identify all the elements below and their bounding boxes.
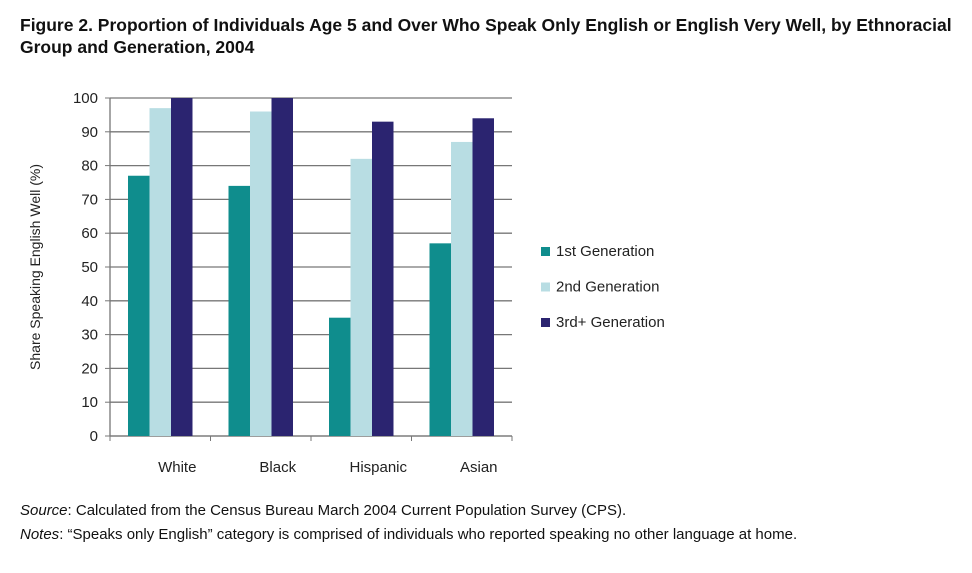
source-text: : Calculated from the Census Bureau Marc… (67, 502, 627, 519)
y-tick-label: 40 (81, 293, 98, 310)
bar-1st-generation-black (228, 185, 250, 436)
legend-swatch (541, 247, 550, 256)
y-tick-label: 90 (81, 124, 98, 141)
notes-label: Notes (20, 526, 60, 543)
notes-text: : “Speaks only English” category is comp… (59, 526, 798, 543)
y-tick-label: 10 (81, 394, 98, 411)
bar-3rd-generation-black (271, 98, 293, 436)
x-tick-label: Black (259, 459, 296, 476)
source-label: Source (20, 502, 68, 519)
bar-1st-generation-hispanic (329, 317, 351, 436)
bar-2nd-generation-white (149, 108, 171, 436)
y-axis-label: Share Speaking English Well (%) (27, 164, 43, 370)
bar-3rd-generation-white (171, 98, 193, 436)
bar-3rd-generation-hispanic (372, 121, 394, 436)
bar-3rd-generation-asian (472, 118, 494, 436)
legend-label: 1st Generation (556, 243, 654, 260)
y-tick-label: 60 (81, 225, 98, 242)
y-tick-label: 50 (81, 259, 98, 276)
y-tick-label: 70 (81, 191, 98, 208)
source-note: Source: Calculated from the Census Burea… (20, 502, 626, 519)
y-tick-label: 100 (73, 90, 98, 107)
y-tick-label: 20 (81, 360, 98, 377)
legend-label: 3rd+ Generation (556, 314, 665, 331)
bar-2nd-generation-asian (451, 141, 473, 436)
bar-chart: 0 10 20 30 40 50 60 70 80 90 100 White Black Hispanic… (27, 90, 665, 476)
legend-swatch (541, 318, 550, 327)
legend-swatch (541, 282, 550, 292)
figure-title: Figure 2. Proportion of Individuals Age … (20, 15, 952, 57)
bar-1st-generation-white (128, 175, 150, 437)
bar-2nd-generation-hispanic (350, 158, 372, 436)
legend-label: 2nd Generation (556, 279, 659, 296)
bar-2nd-generation-black (250, 111, 272, 437)
x-tick-label: White (158, 459, 196, 476)
x-tick-label: Asian (460, 459, 498, 476)
bar-1st-generation-asian (429, 243, 451, 436)
notes: Notes: “Speaks only English” category is… (20, 526, 797, 543)
y-tick-label: 30 (81, 327, 98, 344)
y-tick-label: 80 (81, 158, 98, 175)
y-tick-label: 0 (90, 428, 98, 445)
x-tick-label: Hispanic (349, 459, 407, 476)
